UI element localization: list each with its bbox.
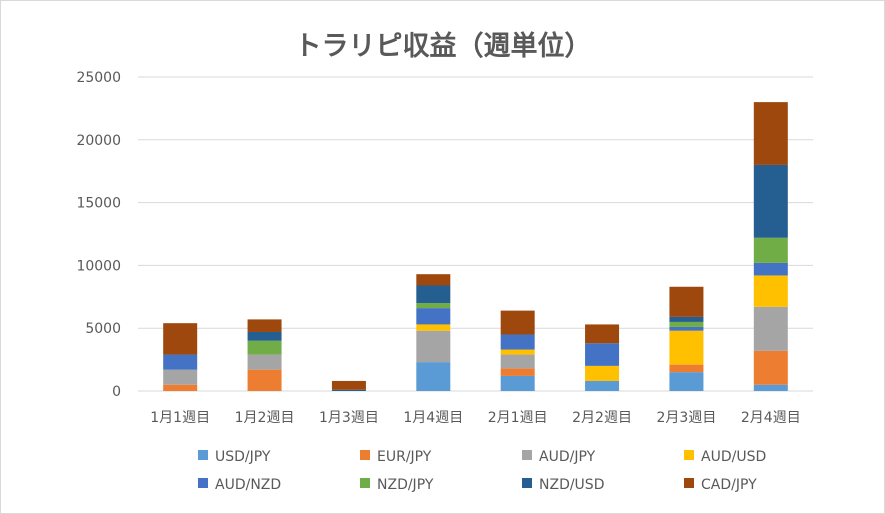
bar-segment bbox=[163, 323, 198, 355]
y-tick-label: 15000 bbox=[76, 196, 121, 212]
legend-label: CAD/JPY bbox=[701, 477, 757, 493]
legend-swatch bbox=[198, 478, 208, 488]
bar-segment bbox=[416, 285, 451, 304]
legend-swatch bbox=[522, 478, 532, 488]
bar-segment bbox=[416, 330, 451, 363]
bar-segment bbox=[416, 308, 451, 325]
legend-label: NZD/JPY bbox=[377, 477, 434, 493]
legend-label: AUD/JPY bbox=[539, 449, 596, 465]
legend-label: EUR/JPY bbox=[377, 449, 432, 465]
bar-segment bbox=[416, 274, 451, 286]
bar-segment bbox=[247, 369, 282, 391]
bar-segment bbox=[585, 380, 620, 391]
bar-segment bbox=[669, 364, 704, 373]
bars bbox=[163, 102, 788, 391]
bar-segment bbox=[585, 365, 620, 381]
y-axis-ticks: 0 5000 10000 15000 20000 25000 bbox=[76, 70, 121, 400]
legend-swatch bbox=[360, 450, 370, 460]
bar-segment bbox=[500, 310, 535, 335]
legend: USD/JPY EUR/JPY AUD/JPY AUD/USD AUD/NZD NZD/J… bbox=[198, 449, 766, 493]
bar-segment bbox=[669, 372, 704, 391]
y-tick-label: 10000 bbox=[76, 258, 121, 274]
x-tick-label: 1月4週目 bbox=[403, 410, 463, 426]
x-tick-label: 2月3週目 bbox=[657, 410, 717, 426]
x-tick-label: 1月3週目 bbox=[319, 410, 379, 426]
legend-label: AUD/USD bbox=[701, 449, 766, 465]
bar-segment bbox=[163, 369, 198, 385]
bar-segment bbox=[753, 262, 788, 276]
bar-segment bbox=[669, 326, 704, 331]
bar-segment bbox=[585, 343, 620, 366]
bar-segment bbox=[416, 324, 451, 331]
x-axis-ticks: 1月1週目 1月2週目 1月3週目 1月4週目 2月1週目 2月2週目 2月3週目 2月4週目 bbox=[150, 410, 800, 426]
bar-segment bbox=[500, 375, 535, 391]
bar-segment bbox=[669, 286, 704, 317]
x-tick-label: 2月4週目 bbox=[741, 410, 801, 426]
bar-segment bbox=[753, 164, 788, 238]
bar-segment bbox=[753, 237, 788, 263]
legend-swatch bbox=[522, 450, 532, 460]
bar-segment bbox=[331, 380, 366, 390]
bar-segment bbox=[416, 362, 451, 391]
x-tick-label: 1月1週目 bbox=[150, 410, 210, 426]
legend-swatch bbox=[684, 450, 694, 460]
bar-segment bbox=[247, 340, 282, 355]
bar-segment bbox=[753, 350, 788, 385]
legend-swatch bbox=[684, 478, 694, 488]
bar-segment bbox=[163, 354, 198, 370]
x-tick-label: 1月2週目 bbox=[235, 410, 295, 426]
bar-segment bbox=[753, 275, 788, 307]
bar-segment bbox=[669, 330, 704, 365]
bar-segment bbox=[753, 306, 788, 351]
bar-segment bbox=[753, 384, 788, 391]
y-tick-label: 20000 bbox=[76, 133, 121, 149]
bar-segment bbox=[669, 316, 704, 322]
y-tick-label: 25000 bbox=[76, 70, 121, 86]
bar-segment bbox=[500, 354, 535, 369]
x-tick-label: 2月1週目 bbox=[488, 410, 548, 426]
bar-segment bbox=[247, 319, 282, 332]
legend-label: AUD/NZD bbox=[215, 477, 281, 493]
y-tick-label: 5000 bbox=[85, 321, 121, 337]
bar-segment bbox=[247, 331, 282, 341]
chart-title: トラリピ収益（週単位） bbox=[295, 30, 592, 62]
x-tick-label: 2月2週目 bbox=[572, 410, 632, 426]
gridlines bbox=[138, 76, 813, 392]
legend-label: USD/JPY bbox=[215, 449, 271, 465]
legend-swatch bbox=[360, 478, 370, 488]
legend-swatch bbox=[198, 450, 208, 460]
bar-segment bbox=[753, 102, 788, 165]
y-tick-label: 0 bbox=[112, 384, 121, 400]
bar-segment bbox=[331, 389, 366, 391]
bar-segment bbox=[585, 324, 620, 344]
bar-segment bbox=[669, 321, 704, 327]
bar-segment bbox=[500, 349, 535, 355]
bar-segment bbox=[416, 303, 451, 309]
legend-label: NZD/USD bbox=[539, 477, 604, 493]
bar-segment bbox=[247, 354, 282, 370]
bar-segment bbox=[500, 368, 535, 376]
bar-segment bbox=[500, 334, 535, 350]
bar-segment bbox=[163, 384, 198, 391]
